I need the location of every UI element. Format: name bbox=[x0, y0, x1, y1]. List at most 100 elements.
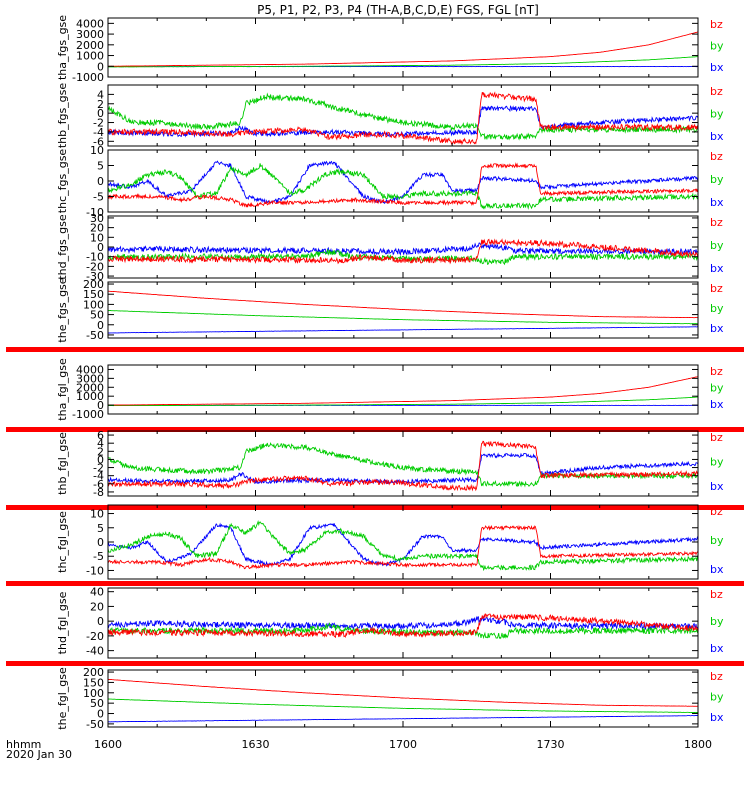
status-bar bbox=[6, 661, 744, 666]
y-tick-label: -4 bbox=[93, 126, 104, 139]
legend-by: by bbox=[710, 173, 724, 186]
y-tick-label: 2000 bbox=[76, 381, 104, 394]
y-axis-label: tha_fgs_gse bbox=[56, 15, 69, 80]
y-axis-label: thb_fgs_gse bbox=[56, 83, 69, 149]
y-tick-label: 40 bbox=[90, 586, 104, 599]
legend-bx: bx bbox=[710, 642, 724, 655]
trace-by bbox=[108, 519, 698, 572]
y-axis-label: tha_fgl_gse bbox=[56, 358, 69, 421]
y-tick-label: 200 bbox=[83, 278, 104, 291]
trace-bz bbox=[108, 524, 698, 570]
legend-by: by bbox=[710, 108, 724, 121]
traces bbox=[108, 91, 698, 146]
trace-bz bbox=[108, 440, 698, 492]
legend-bz: bz bbox=[710, 282, 723, 295]
trace-bz bbox=[108, 238, 698, 265]
y-tick-label: 100 bbox=[83, 298, 104, 311]
trace-bx bbox=[108, 242, 698, 256]
trace-bx bbox=[108, 160, 698, 205]
y-tick-label: 3000 bbox=[76, 28, 104, 41]
trace-by bbox=[108, 92, 698, 141]
y-tick-label: -1000 bbox=[72, 71, 104, 84]
y-tick-label: 0 bbox=[97, 175, 104, 188]
traces bbox=[108, 31, 698, 68]
y-axis-label: thc_fgs_gse bbox=[56, 149, 69, 214]
y-tick-label: 0 bbox=[97, 536, 104, 549]
x-tick-label: 1630 bbox=[242, 738, 270, 751]
traces bbox=[108, 613, 698, 640]
x-axis: 1600 1630 1700 1730 1800 bbox=[94, 738, 712, 751]
trace-bz bbox=[108, 91, 698, 146]
legend-bz: bz bbox=[710, 150, 723, 163]
legend-by: by bbox=[710, 40, 724, 53]
trace-bx bbox=[108, 326, 698, 334]
legend-bx: bx bbox=[710, 196, 724, 209]
y-tick-label: 150 bbox=[83, 288, 104, 301]
y-tick-label: -6 bbox=[93, 135, 104, 148]
y-axis-label: the_fgs_gse bbox=[56, 277, 69, 342]
y-tick-label: 4000 bbox=[76, 363, 104, 376]
traces bbox=[108, 290, 698, 334]
legend-bx: bx bbox=[710, 563, 724, 576]
legend-bx: bx bbox=[710, 480, 724, 493]
y-axis-label: the_fgl_gse bbox=[56, 667, 69, 730]
x-tick-label: 1730 bbox=[537, 738, 565, 751]
y-axis-label: thb_fgl_gse bbox=[56, 432, 69, 495]
status-bar bbox=[6, 427, 744, 432]
legend-bz: bz bbox=[710, 670, 723, 683]
y-tick-label: 0 bbox=[97, 107, 104, 120]
traces bbox=[108, 376, 698, 407]
trace-by bbox=[108, 442, 698, 488]
y-tick-label: -8 bbox=[93, 486, 104, 499]
y-tick-label: 0 bbox=[97, 241, 104, 254]
y-tick-label: -4 bbox=[93, 470, 104, 483]
legend-by: by bbox=[710, 615, 724, 628]
y-tick-label: -2 bbox=[93, 462, 104, 475]
legend-bx: bx bbox=[710, 130, 724, 143]
y-tick-label: 2000 bbox=[76, 39, 104, 52]
legend-by: by bbox=[710, 691, 724, 704]
y-tick-label: 0 bbox=[97, 60, 104, 73]
trace-bx bbox=[108, 522, 698, 568]
trace-bz bbox=[108, 31, 698, 67]
y-tick-label: -50 bbox=[86, 718, 104, 731]
y-tick-label: 0 bbox=[97, 399, 104, 412]
trace-by bbox=[108, 310, 698, 325]
trace-bz bbox=[108, 376, 698, 406]
legend-bz: bz bbox=[710, 365, 723, 378]
y-axis-label: thd_fgs_gse bbox=[56, 214, 69, 280]
legend-by: by bbox=[710, 239, 724, 252]
y-tick-label: 10 bbox=[90, 231, 104, 244]
y-tick-label: 0 bbox=[97, 319, 104, 332]
legend-bx: bx bbox=[710, 61, 724, 74]
y-tick-label: 10 bbox=[90, 144, 104, 157]
traces bbox=[108, 519, 698, 572]
legend-bx: bx bbox=[710, 322, 724, 335]
trace-bx bbox=[108, 715, 698, 723]
y-tick-label: -6 bbox=[93, 478, 104, 491]
trace-bz bbox=[108, 678, 698, 707]
y-tick-label: 0 bbox=[97, 708, 104, 721]
legend-bz: bz bbox=[710, 505, 723, 518]
traces bbox=[108, 160, 698, 210]
y-tick-label: 4000 bbox=[76, 17, 104, 30]
y-axis-label: thd_fgl_gse bbox=[56, 591, 69, 654]
y-tick-label: 3000 bbox=[76, 372, 104, 385]
status-bar bbox=[6, 581, 744, 586]
trace-by bbox=[108, 396, 698, 407]
y-tick-label: 50 bbox=[90, 309, 104, 322]
y-tick-label: 5 bbox=[97, 522, 104, 535]
trace-bz bbox=[108, 290, 698, 319]
y-tick-label: -10 bbox=[86, 206, 104, 219]
y-tick-label: 10 bbox=[90, 508, 104, 521]
y-tick-label: -1000 bbox=[72, 408, 104, 421]
y-tick-label: -10 bbox=[86, 251, 104, 264]
y-tick-label: 4 bbox=[97, 437, 104, 450]
